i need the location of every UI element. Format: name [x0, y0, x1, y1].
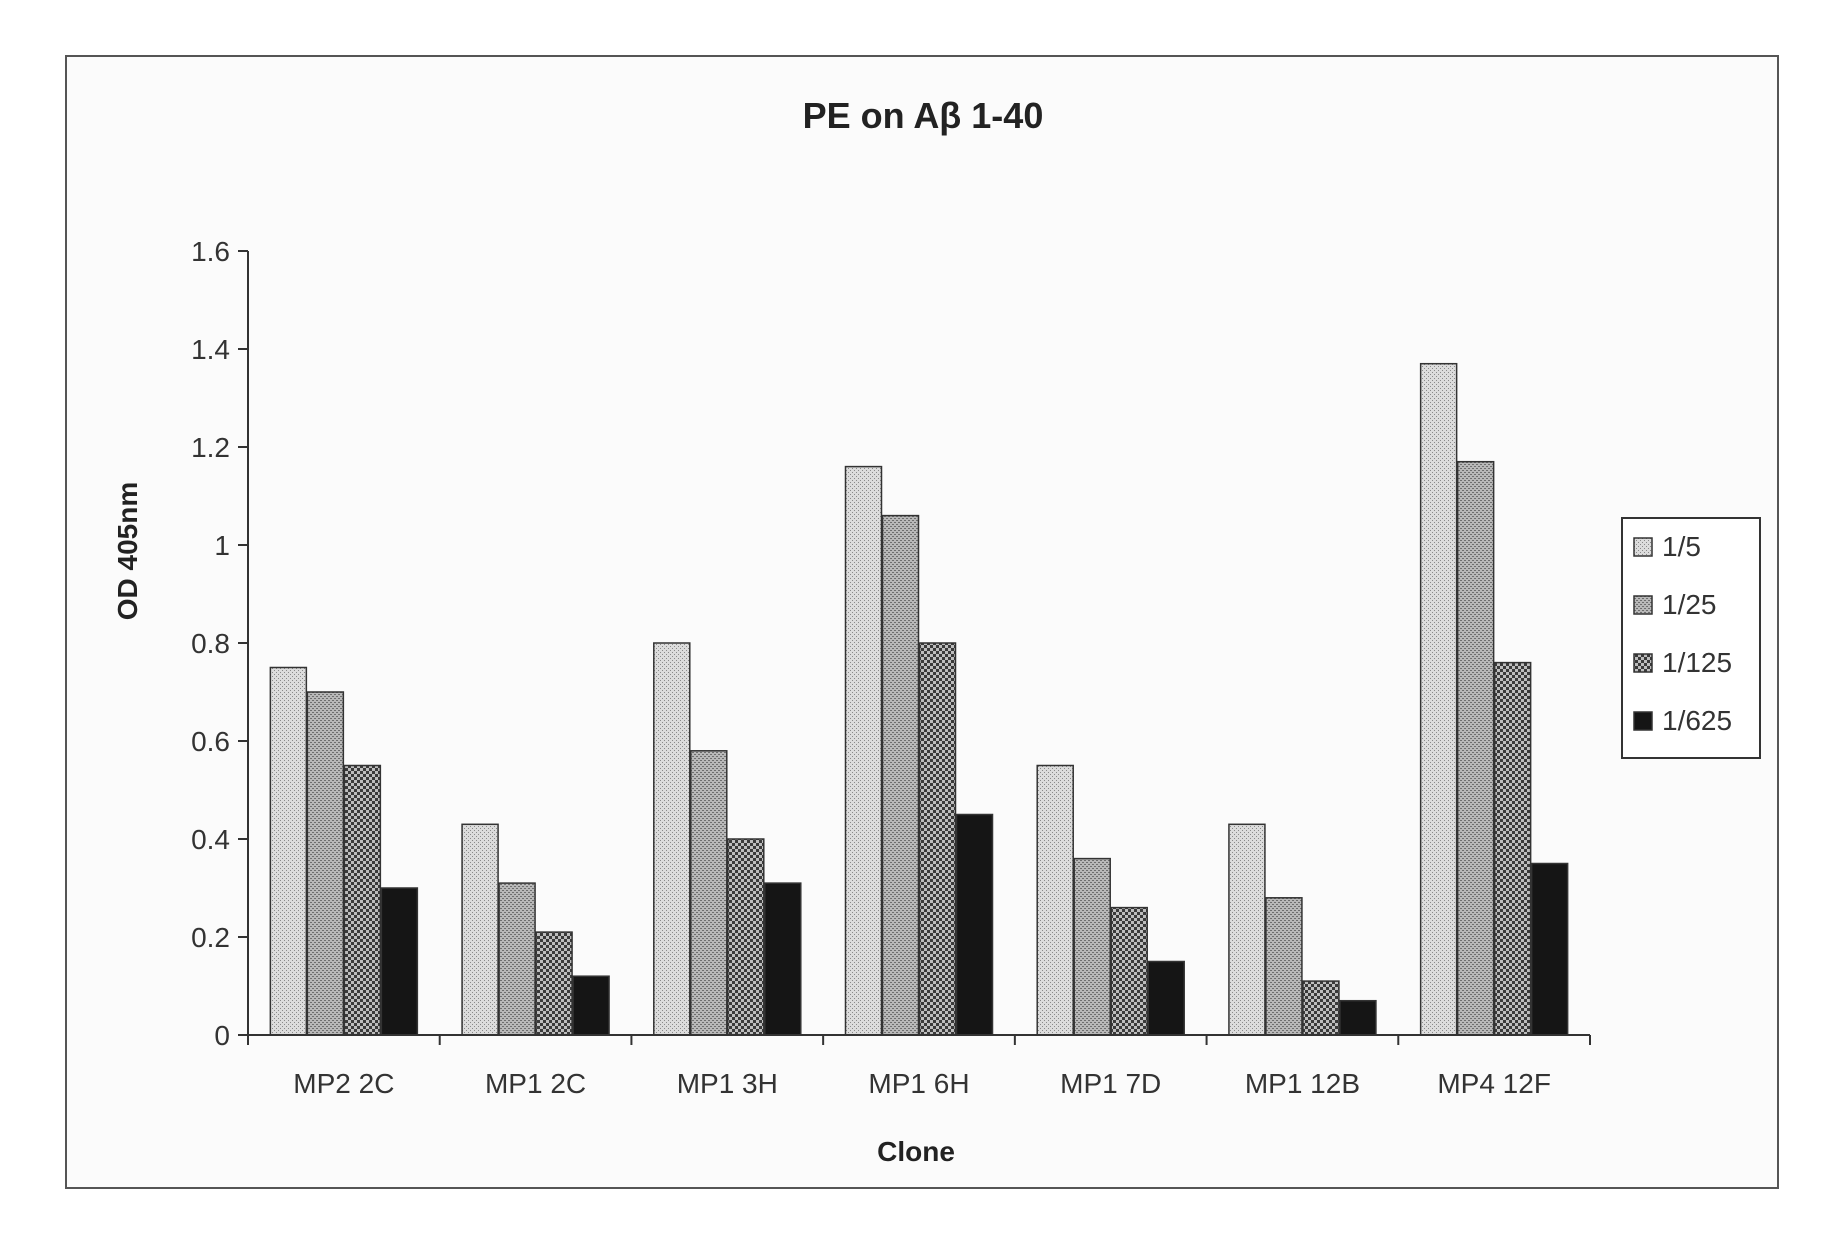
legend-label: 1/125 — [1662, 647, 1732, 678]
y-tick-label: 0.8 — [191, 628, 230, 659]
y-tick-label: 1.4 — [191, 334, 230, 365]
bar — [499, 883, 535, 1035]
bar — [1074, 859, 1110, 1035]
bar — [462, 824, 498, 1035]
bar — [381, 888, 417, 1035]
bar — [1495, 663, 1531, 1035]
legend-label: 1/25 — [1662, 589, 1717, 620]
bar — [846, 467, 882, 1035]
bar — [1229, 824, 1265, 1035]
chart-title: PE on Aβ 1-40 — [803, 95, 1044, 136]
y-tick-label: 0.2 — [191, 922, 230, 953]
legend: 1/5 1/25 1/125 1/625 — [1622, 518, 1760, 758]
y-axis-label: OD 405nm — [112, 482, 143, 621]
y-tick-label: 0 — [214, 1020, 230, 1051]
legend-swatch — [1634, 538, 1652, 556]
y-tick-label: 1 — [214, 530, 230, 561]
bar — [691, 751, 727, 1035]
bar — [1111, 908, 1147, 1035]
bar — [1266, 898, 1302, 1035]
bar — [1037, 766, 1073, 1036]
x-tick-label: MP1 2C — [485, 1068, 586, 1099]
legend-swatch — [1634, 712, 1652, 730]
bar — [307, 692, 343, 1035]
bar — [270, 668, 306, 1036]
legend-label: 1/5 — [1662, 531, 1701, 562]
bar — [957, 815, 993, 1036]
y-tick-label: 0.4 — [191, 824, 230, 855]
bar — [1421, 364, 1457, 1035]
bar — [573, 976, 609, 1035]
x-axis-label: Clone — [877, 1136, 955, 1167]
x-tick-label: MP1 6H — [868, 1068, 969, 1099]
x-tick-label: MP4 12F — [1437, 1068, 1551, 1099]
bar — [1148, 962, 1184, 1036]
bar — [654, 643, 690, 1035]
bar — [883, 516, 919, 1035]
bar — [1340, 1001, 1376, 1035]
bar — [1532, 864, 1568, 1036]
bar — [920, 643, 956, 1035]
y-tick-label: 1.6 — [191, 236, 230, 267]
y-tick-label: 0.6 — [191, 726, 230, 757]
bar — [536, 932, 572, 1035]
bar — [344, 766, 380, 1036]
x-tick-label: MP1 7D — [1060, 1068, 1161, 1099]
legend-swatch — [1634, 654, 1652, 672]
x-tick-label: MP1 12B — [1245, 1068, 1360, 1099]
legend-label: 1/625 — [1662, 705, 1732, 736]
bar — [1303, 981, 1339, 1035]
bar — [765, 883, 801, 1035]
x-tick-label: MP2 2C — [293, 1068, 394, 1099]
bar — [1458, 462, 1494, 1035]
y-axis-ticks: 0 0.2 0.4 0.6 0.8 1 1.2 1.4 1.6 — [191, 236, 248, 1051]
legend-swatch — [1634, 596, 1652, 614]
bars — [270, 364, 1567, 1035]
x-axis-ticks: MP2 2C MP1 2C MP1 3H MP1 6H MP1 7D MP1 12B MP4… — [248, 1035, 1590, 1099]
bar — [728, 839, 764, 1035]
y-tick-label: 1.2 — [191, 432, 230, 463]
x-tick-label: MP1 3H — [677, 1068, 778, 1099]
